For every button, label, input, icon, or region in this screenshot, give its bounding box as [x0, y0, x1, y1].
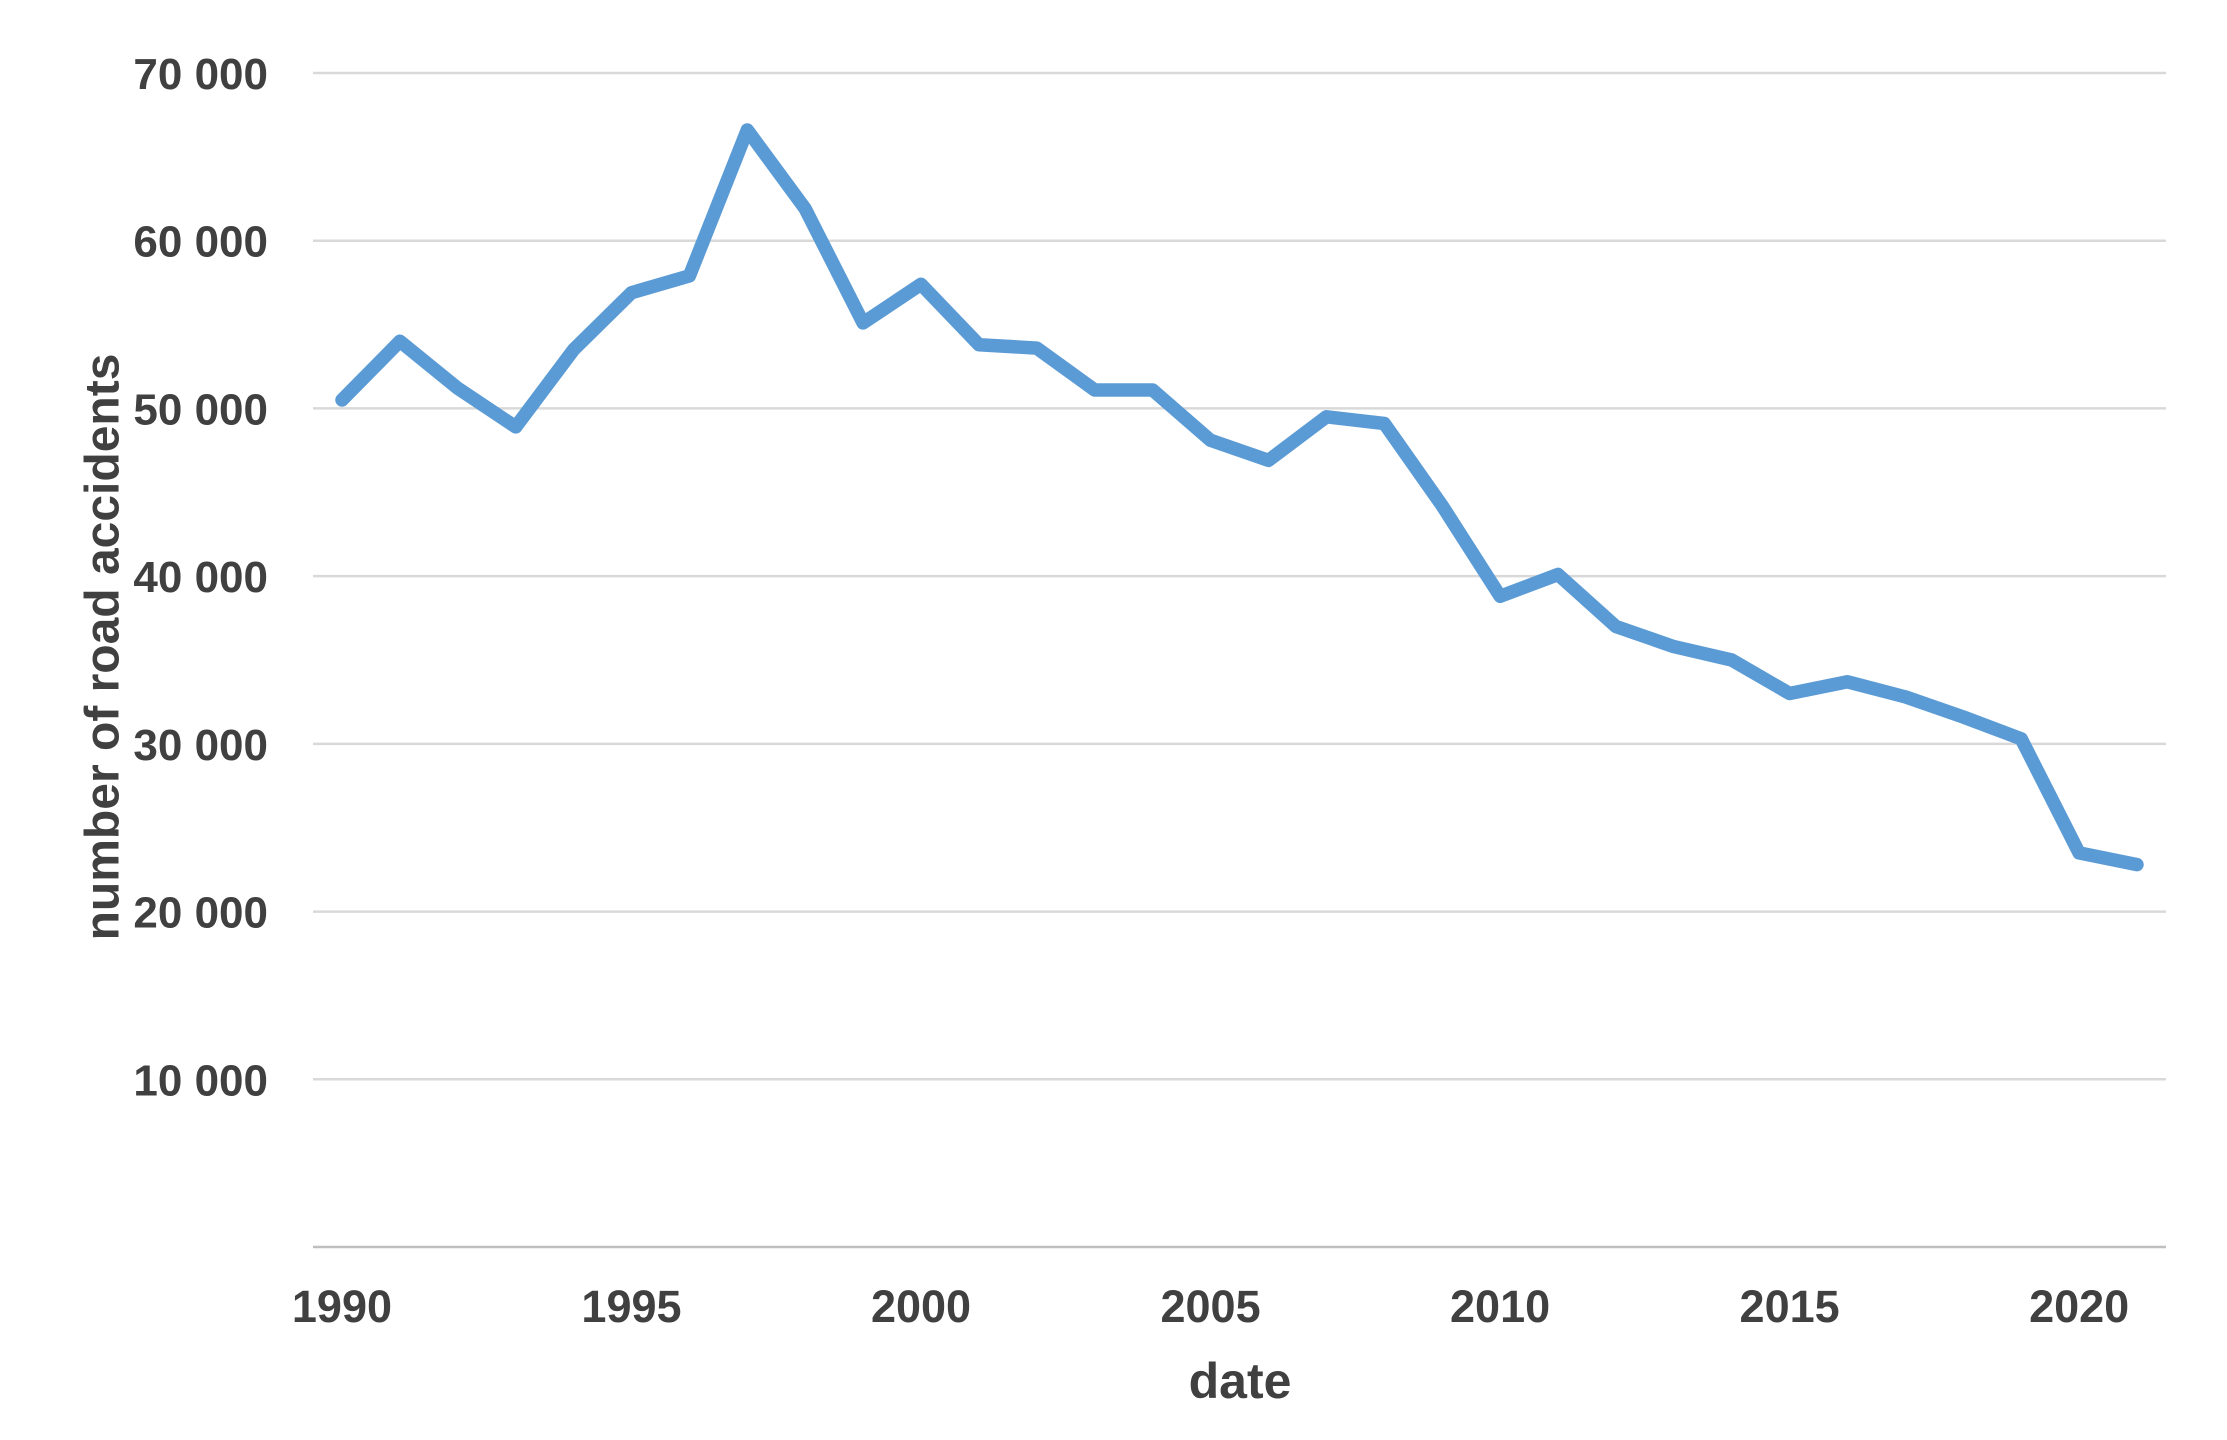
y-tick-label: 40 000	[133, 553, 268, 602]
x-tick-label: 1990	[292, 1281, 392, 1332]
x-tick-label: 2015	[1740, 1281, 1840, 1332]
y-tick-label: 30 000	[133, 721, 268, 770]
y-tick-label: 50 000	[133, 385, 268, 434]
x-tick-label: 2020	[2029, 1281, 2129, 1332]
x-tick-label: 2010	[1450, 1281, 1550, 1332]
x-tick-label: 1995	[581, 1281, 681, 1332]
y-axis-title: number of road accidents	[76, 353, 130, 941]
x-axis-title: date	[1188, 1353, 1292, 1409]
y-tick-label: 10 000	[133, 1056, 268, 1105]
y-tick-label: 60 000	[133, 218, 268, 267]
accidents-data-line	[335, 123, 2144, 872]
y-tick-label: 70 000	[133, 50, 268, 99]
y-tick-label: 20 000	[133, 889, 268, 938]
x-tick-label: 2000	[871, 1281, 971, 1332]
x-tick-label: 2005	[1160, 1281, 1260, 1332]
